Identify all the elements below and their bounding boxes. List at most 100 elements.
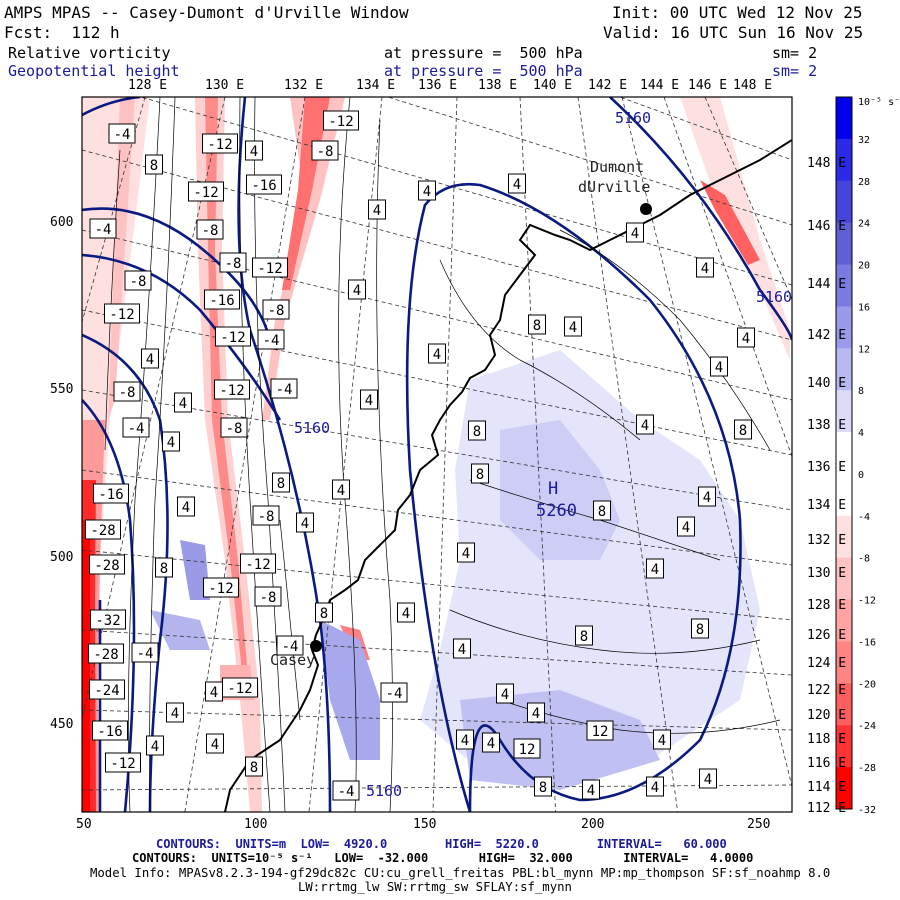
colorbar-segment — [836, 473, 852, 517]
vorticity-contour-label: 4 — [626, 222, 644, 243]
vorticity-contour-label: -4 — [108, 123, 136, 144]
right-lon-label: 148 E — [807, 156, 847, 171]
high-pressure-letter: H — [548, 479, 559, 499]
colorbar-segment — [836, 599, 852, 642]
vorticity-contour-label: 4 — [245, 140, 263, 161]
top-lon-label: 130 E — [205, 78, 245, 93]
top-lon-label: 140 E — [533, 78, 573, 93]
svg-text:-12: -12 — [109, 307, 134, 323]
svg-text:-32: -32 — [95, 613, 120, 629]
colorbar-tick-label: 8 — [858, 386, 864, 397]
vorticity-contour-label: -4 — [270, 378, 298, 399]
svg-text:4: 4 — [487, 736, 495, 752]
vorticity-contour-label: -16 — [246, 174, 282, 195]
right-lon-label: 144 E — [807, 277, 847, 292]
svg-text:4: 4 — [569, 320, 577, 336]
right-lon-label: 142 E — [807, 328, 847, 343]
vorticity-contour-label: 8 — [528, 314, 546, 335]
dumont-durville-station-marker[interactable] — [640, 203, 652, 215]
vorticity-contour-label: -12 — [252, 257, 288, 278]
vorticity-contour-label: 4 — [677, 516, 695, 537]
svg-text:-12: -12 — [220, 330, 245, 346]
bottom-x-label: 250 — [747, 817, 771, 832]
field2-name: Geopotential height — [8, 62, 180, 80]
svg-text:-8: -8 — [317, 144, 334, 160]
vorticity-contour-label: 12 — [513, 738, 541, 759]
svg-text:-8: -8 — [260, 590, 277, 606]
vorticity-contour-label: -16 — [92, 720, 128, 741]
svg-text:-8: -8 — [268, 303, 285, 319]
vorticity-contour-label: 4 — [646, 558, 664, 579]
vorticity-contour-label: 8 — [272, 472, 290, 493]
svg-text:4: 4 — [182, 500, 190, 516]
vorticity-contour-label: 4 — [496, 683, 514, 704]
colorbar-segment — [836, 557, 852, 601]
colorbar-tick-label: -28 — [858, 763, 876, 774]
vorticity-contour-label: -8 — [254, 586, 282, 607]
right-lon-label: 126 E — [807, 628, 847, 643]
svg-text:4: 4 — [458, 642, 466, 658]
vorticity-contour-label: -8 — [196, 219, 224, 240]
right-lon-label: 124 E — [807, 656, 847, 671]
casey-station-marker[interactable] — [310, 640, 322, 652]
svg-text:-4: -4 — [128, 421, 145, 437]
left-y-label: 450 — [50, 717, 74, 732]
svg-text:-4: -4 — [263, 333, 280, 349]
top-lon-label: 144 E — [640, 78, 680, 93]
height-contour-label: 5160 — [294, 419, 330, 437]
vorticity-contour-label: 4 — [428, 343, 446, 364]
vorticity-contour-label: 4 — [418, 180, 436, 201]
svg-text:4: 4 — [532, 706, 540, 722]
vorticity-contour-label: -8 — [262, 299, 290, 320]
svg-text:8: 8 — [277, 476, 285, 492]
svg-text:4: 4 — [179, 396, 187, 412]
svg-text:-24: -24 — [94, 683, 119, 699]
vorticity-contour-label: 8 — [315, 602, 333, 623]
colorbar-tick-label: 20 — [858, 261, 870, 272]
vorticity-contour-label: -28 — [85, 519, 121, 540]
vorticity-contour-label: -8 — [124, 270, 152, 291]
colorbar-frame — [835, 96, 853, 810]
colorbar-tick-label: 4 — [858, 428, 864, 439]
colorbar-segment — [836, 641, 852, 684]
svg-text:-28: -28 — [90, 523, 115, 539]
svg-text:4: 4 — [651, 562, 659, 578]
svg-text:12: 12 — [519, 742, 536, 758]
vorticity-contour-label: 4 — [177, 496, 195, 517]
vorticity-contour-label: 4 — [348, 279, 366, 300]
bottom-x-label: 200 — [581, 817, 605, 832]
top-lon-label: 134 E — [356, 78, 396, 93]
svg-text:8: 8 — [533, 318, 541, 334]
vorticity-contour-label: 4 — [527, 702, 545, 723]
vorticity-contour-label: 4 — [206, 733, 224, 754]
svg-text:12: 12 — [592, 724, 609, 740]
svg-text:4: 4 — [337, 483, 345, 499]
vorticity-contour-label: 8 — [575, 625, 593, 646]
bottom-x-label: 50 — [76, 817, 92, 832]
svg-text:-12: -12 — [219, 383, 244, 399]
vorticity-contour-label: 8 — [534, 776, 552, 797]
height-contour-label: 5160 — [366, 782, 402, 800]
vorticity-contour-label: -4 — [89, 218, 117, 239]
colorbar-tick-label: -16 — [858, 637, 876, 648]
right-lon-label: 112 E — [807, 801, 847, 816]
vorticity-contour-label: -12 — [105, 752, 141, 773]
casey-label: Casey — [270, 651, 316, 669]
vorticity-contour-label: -12 — [214, 379, 250, 400]
left-y-label: 500 — [50, 550, 74, 565]
map-frame — [81, 96, 793, 813]
vorticity-contour-label: -8 — [113, 381, 141, 402]
svg-text:4: 4 — [641, 418, 649, 434]
svg-text:-8: -8 — [130, 274, 147, 290]
svg-text:-8: -8 — [225, 256, 242, 272]
top-lon-label: 128 E — [128, 78, 168, 93]
colorbar-tick-label: -8 — [858, 554, 870, 565]
vorticity-contour-label: -8 — [252, 505, 280, 526]
vorticity-contour-label: -12 — [240, 553, 276, 574]
vorticity-contour-label: 8 — [145, 154, 163, 175]
plot-title: AMPS MPAS -- Casey-Dumont d'Urville Wind… — [4, 3, 409, 22]
vorticity-contour-label: 4 — [696, 257, 714, 278]
durville-label: dUrville — [578, 178, 651, 196]
vorticity-contour-label: -32 — [90, 609, 126, 630]
vorticity-contour-label: -12 — [188, 181, 224, 202]
